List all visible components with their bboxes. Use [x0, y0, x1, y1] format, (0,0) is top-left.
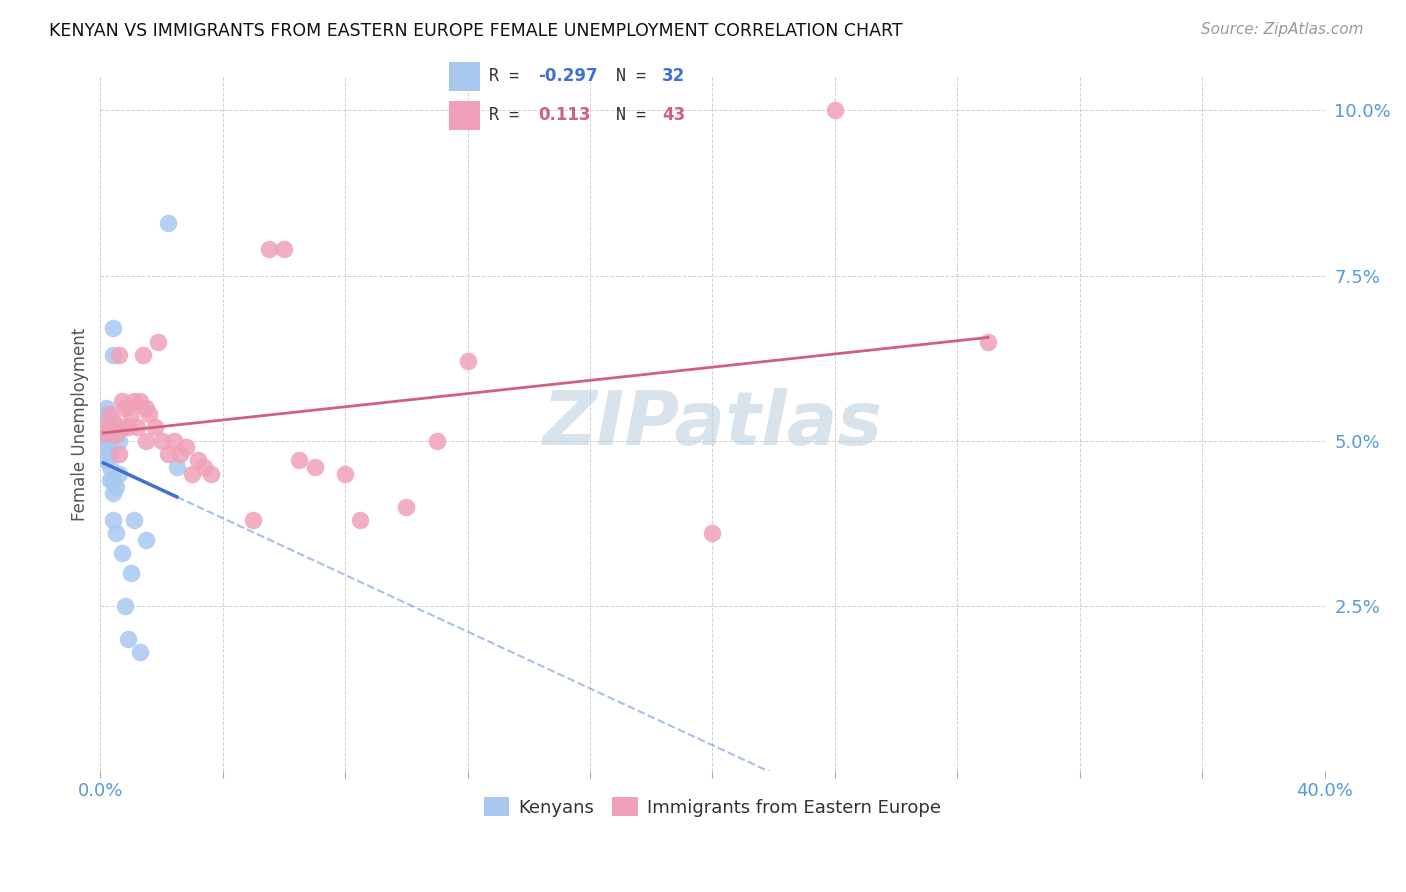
Point	[426, 434, 449, 448]
Point	[150, 434, 173, 448]
Point	[122, 394, 145, 409]
Point	[132, 348, 155, 362]
Point	[120, 407, 142, 421]
Point	[96, 453, 118, 467]
Point	[111, 420, 134, 434]
Point	[193, 460, 215, 475]
Text: R =: R =	[489, 105, 529, 123]
Point	[104, 427, 127, 442]
Point	[135, 401, 157, 415]
Point	[111, 394, 134, 409]
Point	[107, 447, 129, 461]
Text: Source: ZipAtlas.com: Source: ZipAtlas.com	[1201, 22, 1364, 37]
Point	[104, 526, 127, 541]
Point	[288, 453, 311, 467]
Point	[166, 460, 188, 475]
Point	[174, 440, 197, 454]
Text: 32: 32	[662, 68, 685, 86]
Point	[129, 645, 152, 659]
Point	[117, 632, 139, 646]
Point	[107, 348, 129, 362]
Point	[457, 354, 479, 368]
Point	[395, 500, 418, 514]
Legend: Kenyans, Immigrants from Eastern Europe: Kenyans, Immigrants from Eastern Europe	[477, 790, 948, 824]
Point	[181, 467, 204, 481]
Point	[96, 427, 118, 442]
Point	[135, 434, 157, 448]
Point	[273, 242, 295, 256]
Text: R =: R =	[489, 68, 529, 86]
Point	[169, 447, 191, 461]
Point	[120, 566, 142, 580]
Point	[101, 486, 124, 500]
Point	[114, 599, 136, 613]
Point	[93, 427, 115, 442]
Point	[114, 401, 136, 415]
Point	[96, 427, 118, 442]
Point	[824, 103, 846, 118]
Point	[135, 533, 157, 547]
Point	[101, 321, 124, 335]
Point	[96, 420, 118, 434]
Point	[242, 513, 264, 527]
Point	[93, 420, 115, 434]
Point	[111, 546, 134, 560]
Point	[98, 434, 121, 448]
Point	[200, 467, 222, 481]
Text: 43: 43	[662, 105, 685, 123]
Point	[96, 440, 118, 454]
Text: -0.297: -0.297	[538, 68, 598, 86]
Point	[187, 453, 209, 467]
Point	[257, 242, 280, 256]
Text: KENYAN VS IMMIGRANTS FROM EASTERN EUROPE FEMALE UNEMPLOYMENT CORRELATION CHART: KENYAN VS IMMIGRANTS FROM EASTERN EUROPE…	[49, 22, 903, 40]
Point	[101, 348, 124, 362]
Point	[145, 420, 167, 434]
Point	[96, 401, 118, 415]
Point	[163, 434, 186, 448]
Point	[98, 473, 121, 487]
Point	[122, 513, 145, 527]
Text: 0.113: 0.113	[538, 105, 591, 123]
Point	[98, 407, 121, 421]
Point	[156, 216, 179, 230]
Point	[98, 460, 121, 475]
Text: N =: N =	[616, 68, 655, 86]
Point	[93, 407, 115, 421]
Point	[107, 434, 129, 448]
Point	[93, 434, 115, 448]
Bar	[449, 62, 481, 91]
Point	[101, 473, 124, 487]
Point	[101, 414, 124, 428]
Point	[335, 467, 357, 481]
Point	[117, 420, 139, 434]
Point	[156, 447, 179, 461]
Point	[349, 513, 371, 527]
Point	[93, 420, 115, 434]
Point	[148, 334, 170, 349]
Point	[138, 407, 160, 421]
Point	[107, 467, 129, 481]
Point	[101, 513, 124, 527]
Y-axis label: Female Unemployment: Female Unemployment	[72, 327, 89, 521]
Point	[977, 334, 1000, 349]
Text: ZIPatlas: ZIPatlas	[543, 387, 883, 460]
Point	[104, 480, 127, 494]
Point	[96, 414, 118, 428]
Point	[98, 447, 121, 461]
Point	[125, 420, 148, 434]
Point	[129, 394, 152, 409]
Bar	[449, 101, 481, 130]
Text: N =: N =	[616, 105, 655, 123]
Point	[304, 460, 326, 475]
Point	[702, 526, 724, 541]
